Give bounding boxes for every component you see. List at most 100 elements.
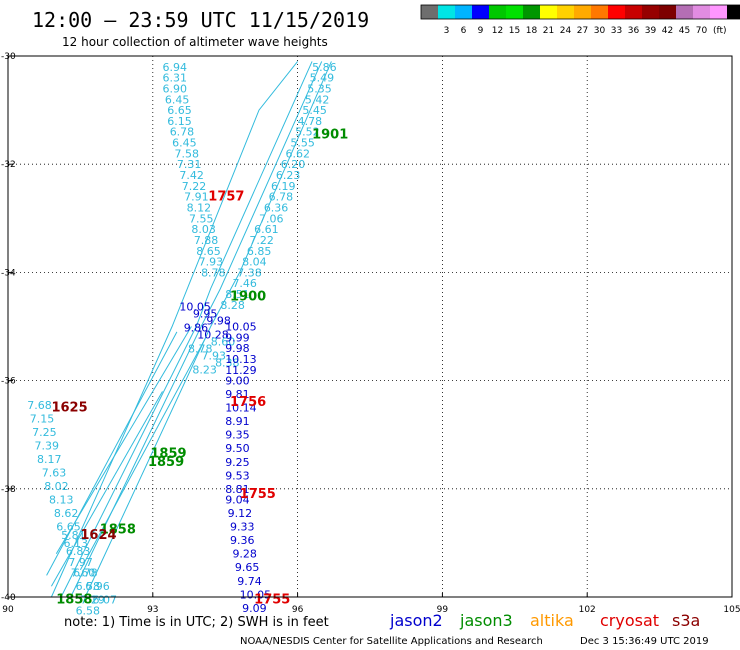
wave-height-value: 8.13 [49, 494, 74, 507]
wave-height-value: 7.22 [249, 234, 273, 247]
dense-wave-value: 7.93 [202, 350, 227, 363]
colorbar-swatch [659, 5, 676, 19]
wave-height-value: 9.99 [225, 331, 250, 344]
wave-height-value: 6.62 [286, 147, 311, 160]
wave-height-value: 5.45 [302, 104, 327, 117]
colorbar-swatch [693, 5, 710, 19]
wave-height-value: 9.74 [237, 575, 262, 588]
x-tick-label: 93 [147, 605, 158, 615]
wave-height-value: 6.83 [66, 545, 91, 558]
wave-height-value: 7.39 [35, 440, 60, 453]
wave-height-value: 10.13 [225, 353, 257, 366]
chart-subtitle: 12 hour collection of altimeter wave hei… [62, 35, 328, 49]
wave-height-value: 9.98 [225, 342, 250, 355]
wave-height-value: 6.78 [269, 191, 294, 204]
colorbar-label: 9 [478, 26, 484, 36]
colorbar-label: 6 [461, 26, 467, 36]
colorbar-label: 45 [679, 26, 690, 36]
pass-time-label: 1756 [230, 395, 266, 410]
wave-height-value: 7.68 [27, 399, 52, 412]
wave-height-value: 8.51 [225, 288, 250, 301]
wave-height-value: 7.91 [184, 191, 209, 204]
wave-height-value: 6.13 [64, 537, 89, 550]
colorbar-label: 42 [662, 26, 673, 36]
x-tick-label: 90 [2, 605, 14, 615]
legend-jason3: jason3 [459, 611, 513, 630]
colorbar-unit: (ft) [713, 26, 727, 36]
wave-height-value: 9.28 [232, 548, 257, 561]
colorbar-swatch [540, 5, 557, 19]
colorbar-swatch [506, 5, 523, 19]
wave-height-value: 7.22 [182, 180, 207, 193]
wave-height-value: 9.35 [225, 429, 250, 442]
colorbar-label: 33 [611, 26, 622, 36]
dense-wave-value: 8.60 [211, 335, 236, 348]
wave-height-value: 7.88 [194, 234, 219, 247]
wave-height-value: 5.52 [295, 126, 320, 139]
wave-height-value: 6.78 [73, 567, 98, 580]
colorbar-swatch [574, 5, 591, 19]
wave-height-value: 6.45 [172, 137, 197, 150]
wave-height-value: 10.05 [225, 321, 257, 334]
wave-height-value: 5.35 [307, 82, 332, 95]
track-line [50, 61, 298, 598]
colorbar-swatch [608, 5, 625, 19]
colorbar-label: 21 [543, 26, 554, 36]
wave-height-value: 8.04 [242, 256, 266, 269]
legend: jason2 jason3 altika cryosat s3a [389, 611, 700, 630]
colorbar-swatch [455, 5, 472, 19]
wave-height-value: 9.04 [225, 494, 250, 507]
wave-height-value: 9.36 [230, 534, 255, 547]
x-tick-label: 96 [292, 605, 304, 615]
y-tick-label: -40 [1, 593, 16, 603]
colorbar-swatch [489, 5, 506, 19]
colorbar: 3 6 9 12 15 18 21 24 27 30 33 36 39 42 45 70 [420, 4, 740, 36]
colorbar-swatch [421, 5, 438, 19]
legend-jason2: jason2 [389, 611, 443, 630]
colorbar-label: 15 [509, 26, 520, 36]
wave-height-value: 5.55 [290, 137, 315, 150]
wave-height-value: 8.65 [196, 245, 221, 258]
wave-height-value: 6.36 [264, 201, 289, 214]
wave-height-value: 8.28 [220, 299, 245, 312]
wave-height-value: 7.63 [42, 467, 67, 480]
footer-timestamp: Dec 3 15:36:49 UTC 2019 [580, 636, 709, 647]
colorbar-swatch [676, 5, 693, 19]
wave-height-value: 7.60 [71, 567, 96, 580]
wave-height-value: 6.15 [167, 115, 192, 128]
wave-height-value: 6.65 [167, 104, 192, 117]
wave-height-value: 6.19 [271, 180, 296, 193]
footer-note: note: 1) Time is in UTC; 2) SWH is in fe… [64, 615, 329, 630]
wave-height-value: 6.23 [276, 169, 301, 182]
wave-height-value: 9.25 [225, 456, 250, 469]
dense-wave-value: 8.38 [215, 357, 240, 370]
wave-height-value: 9.50 [225, 442, 250, 455]
colorbar-swatch [523, 5, 540, 19]
track-line [79, 337, 207, 571]
wave-height-value: 9.12 [228, 507, 253, 520]
dense-wave-value: 9.98 [206, 314, 231, 327]
dense-wave-value: 9.95 [193, 307, 218, 320]
wave-height-value: 6.90 [162, 82, 187, 95]
colorbar-label: 18 [526, 26, 538, 36]
wave-height-value: 8.02 [44, 480, 68, 493]
dense-wave-value: 8.23 [192, 364, 217, 377]
pass-time-label: 1755 [240, 487, 276, 502]
colorbar-label: 27 [577, 26, 588, 36]
wave-height-value: 6.65 [56, 521, 80, 534]
wave-height-value: 9.53 [225, 469, 250, 482]
wave-height-value: 7.06 [259, 212, 284, 225]
wave-height-value: 8.62 [54, 507, 79, 520]
colorbar-label: 39 [645, 26, 657, 36]
track-line [46, 331, 178, 576]
wave-height-value: 4.78 [298, 115, 323, 128]
wave-height-value: 10.14 [225, 402, 257, 415]
pass-time-label: 1624 [80, 528, 116, 543]
wave-height-value: 8.81 [225, 483, 250, 496]
dense-wave-value: 9.86 [184, 321, 209, 334]
x-tick-label: 102 [579, 605, 596, 615]
wave-height-value: 6.58 [76, 605, 101, 618]
wave-height-value: 9.00 [225, 375, 250, 388]
wave-height-value: 5.86 [312, 61, 337, 74]
wave-height-value: 8.17 [37, 453, 62, 466]
